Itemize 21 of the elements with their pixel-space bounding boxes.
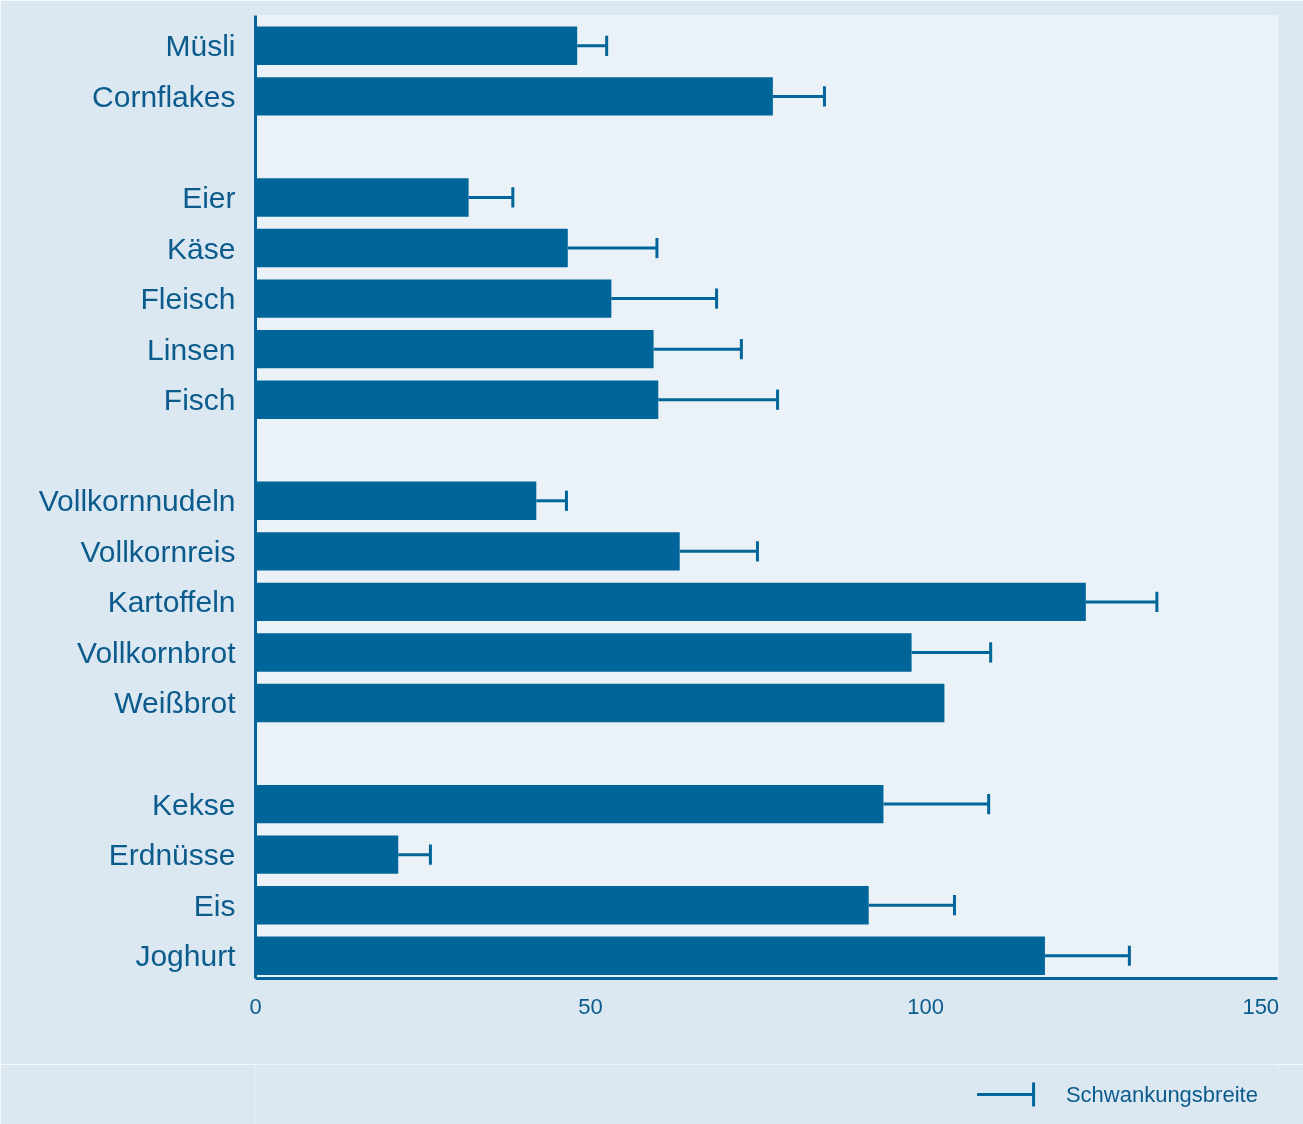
y-tick-label: Kartoffeln [107, 585, 236, 619]
y-tick-label: Vollkornnudeln [38, 484, 236, 518]
x-tick-label: 0 [249, 993, 262, 1019]
y-tick-label: Weißbrot [114, 686, 237, 720]
y-tick-label: Eier [182, 180, 236, 214]
x-tick-label: 100 [907, 993, 945, 1019]
y-tick-label: Vollkornbrot [77, 635, 237, 669]
y-tick-label: Kekse [152, 787, 236, 821]
y-tick-label: Joghurt [135, 939, 237, 973]
y-tick-label: Erdnüsse [108, 838, 236, 872]
y-tick-label: Fleisch [140, 282, 236, 316]
y-tick-label: Vollkornreis [80, 534, 236, 568]
y-tick-label: Käse [167, 231, 236, 265]
text: Schwankungsbreite [1065, 1082, 1258, 1107]
y-tick-label: Eis [193, 888, 236, 922]
x-tick-label: 50 [578, 993, 603, 1019]
x-tick-label: 150 [1242, 993, 1280, 1019]
y-tick-label: Fisch [163, 383, 236, 417]
y-tick-label: Cornflakes [92, 79, 236, 113]
y-tick-label: Müsli [165, 29, 236, 63]
y-tick-label: Linsen [147, 332, 236, 366]
